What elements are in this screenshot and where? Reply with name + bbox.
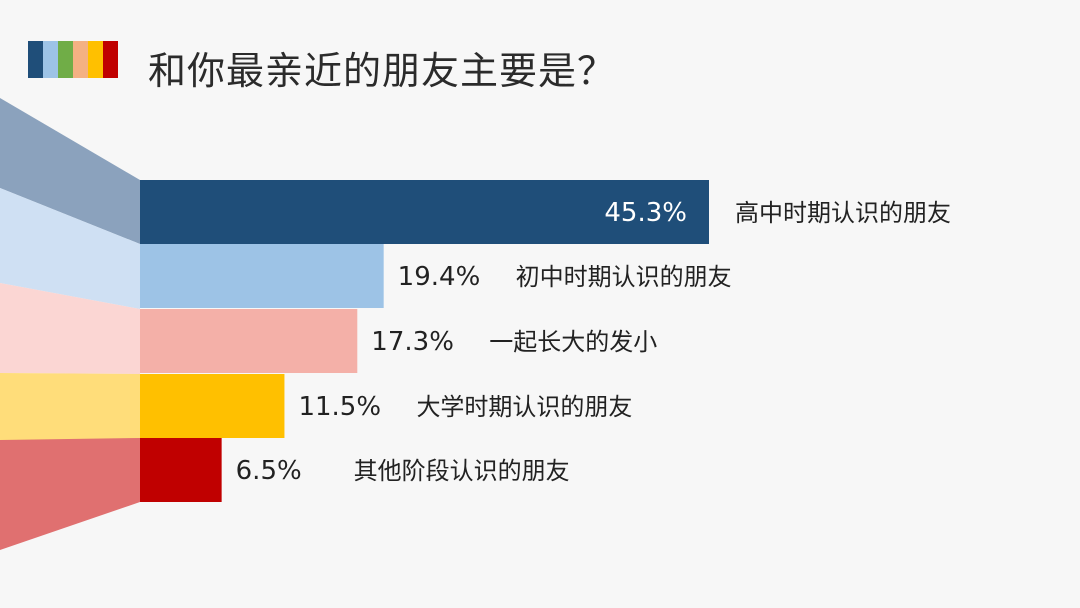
bar: [140, 438, 222, 502]
title-color-stripes: [28, 41, 118, 78]
bar: [140, 309, 358, 373]
title-stripe: [58, 41, 73, 78]
category-label: 高中时期认识的朋友: [735, 199, 951, 227]
page-title: 和你最亲近的朋友主要是？: [148, 49, 617, 93]
category-label: 一起长大的发小: [489, 328, 657, 356]
data-label: 45.3%: [604, 198, 687, 228]
title-stripe: [103, 41, 118, 78]
fan-band: [0, 188, 140, 309]
data-label: 19.4%: [398, 262, 481, 292]
bar: [140, 374, 285, 438]
category-label: 大学时期认识的朋友: [416, 393, 632, 421]
title-stripe: [88, 41, 103, 78]
category-label: 其他阶段认识的朋友: [354, 457, 570, 485]
bar: [140, 180, 709, 244]
fan-band: [0, 438, 140, 550]
title-stripe: [28, 41, 43, 78]
category-label: 初中时期认识的朋友: [516, 263, 732, 291]
bar: [140, 244, 384, 308]
fan-band: [0, 98, 140, 244]
title-stripe: [43, 41, 58, 78]
data-label: 17.3%: [371, 327, 454, 357]
data-label: 6.5%: [236, 456, 302, 486]
title-stripe: [73, 41, 88, 78]
data-label: 11.5%: [298, 392, 381, 422]
fan-band: [0, 283, 140, 374]
